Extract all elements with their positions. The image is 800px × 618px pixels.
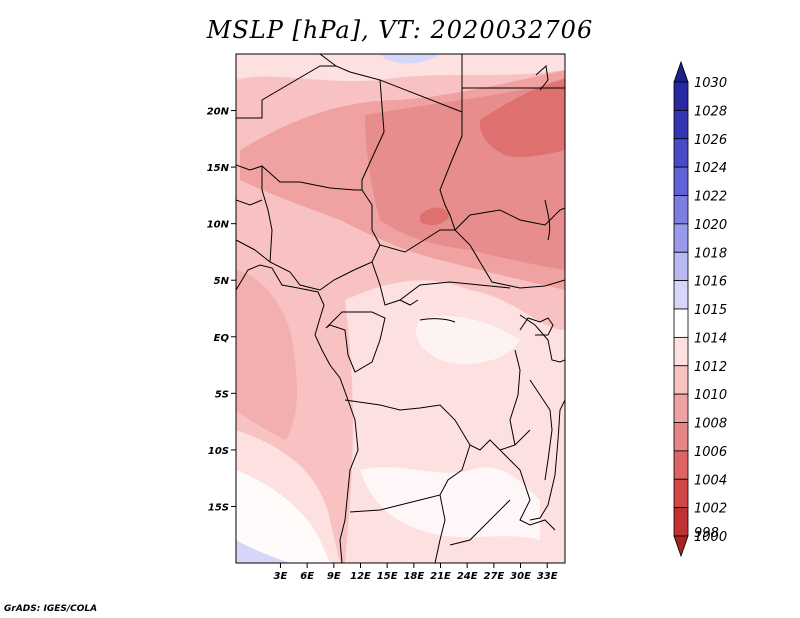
pressure-band-1014-southwest xyxy=(236,470,330,563)
pressure-band-1014-south xyxy=(360,467,540,540)
colorbar-label: 1030 xyxy=(694,76,727,91)
lon-tick-label: 6E xyxy=(300,571,314,582)
map-title: MSLP [hPa], VT: 2020032706 xyxy=(206,16,594,44)
lon-tick-label: 33E xyxy=(537,571,558,582)
lon-tick-label: 12E xyxy=(350,571,371,582)
map-frame xyxy=(235,53,566,564)
grads-credit: GrADS: IGES/COLA xyxy=(4,604,98,614)
colorbar: 1030 1028 1026 1024 1022 1020 1018 1016 1015 1014… xyxy=(673,60,727,558)
latitude-axis: 20N 15N 10N 5N EQ 5S 10S 15S xyxy=(207,107,236,513)
pressure-band-1015-north xyxy=(380,54,440,64)
colorbar-label: 1006 xyxy=(694,445,727,460)
colorbar-label: 1014 xyxy=(694,331,727,346)
longitude-axis: 3E 6E 9E 12E 15E 18E 21E 24E 27E 30E 33E xyxy=(274,563,558,582)
colorbar-swatch xyxy=(673,251,689,282)
colorbar-label: 1028 xyxy=(694,104,727,119)
colorbar-label: 1012 xyxy=(694,360,727,375)
colorbar-label: 1020 xyxy=(694,218,727,233)
lon-tick-label: 3E xyxy=(274,571,288,582)
colorbar-label: 998 xyxy=(694,526,719,541)
colorbar-label: 1010 xyxy=(694,388,727,403)
colorbar-label: 1004 xyxy=(694,473,727,488)
lon-tick-label: 18E xyxy=(403,571,424,582)
lon-tick-label: 27E xyxy=(483,571,504,582)
pressure-band-1004-northeast xyxy=(479,78,565,158)
colorbar-label: 1018 xyxy=(694,246,727,261)
lon-tick-label: 9E xyxy=(327,571,341,582)
colorbar-swatch xyxy=(673,478,689,509)
colorbar-swatch xyxy=(673,109,689,140)
colorbar-swatch xyxy=(673,195,689,225)
colorbar-swatch xyxy=(673,336,689,367)
colorbar-label: 1022 xyxy=(694,190,727,205)
colorbar-swatch xyxy=(673,81,689,111)
country-boundaries xyxy=(236,54,565,563)
colorbar-swatch xyxy=(673,393,689,423)
colorbar-swatch xyxy=(673,280,689,310)
colorbar-swatch xyxy=(673,507,689,537)
colorbar-swatch xyxy=(673,60,689,83)
colorbar-label: 1024 xyxy=(694,161,727,176)
colorbar-swatch xyxy=(673,223,689,253)
lon-tick-label: 21E xyxy=(430,571,451,582)
lat-tick-label: 10N xyxy=(207,220,230,231)
colorbar-swatch xyxy=(673,422,689,452)
lat-tick-label: 20N xyxy=(207,107,230,118)
colorbar-label: 1008 xyxy=(694,417,727,432)
lat-tick-label: 5S xyxy=(215,389,229,400)
pressure-band-1004-spot xyxy=(420,207,450,226)
lat-tick-label: 15N xyxy=(207,163,230,174)
colorbar-swatch xyxy=(673,450,689,480)
colorbar-swatch xyxy=(673,166,689,196)
colorbar-swatch xyxy=(673,138,689,168)
pressure-band-1015-southwest xyxy=(236,540,290,563)
lon-tick-label: 15E xyxy=(377,571,398,582)
colorbar-swatch xyxy=(673,308,689,338)
pressure-band-1012-north xyxy=(236,54,565,82)
lat-tick-label: EQ xyxy=(214,333,230,344)
colorbar-label: 1002 xyxy=(694,502,727,517)
colorbar-label: 1016 xyxy=(694,275,727,290)
colorbar-label: 1000 xyxy=(694,530,727,545)
mslp-map xyxy=(236,54,565,563)
lon-tick-label: 30E xyxy=(510,571,531,582)
colorbar-label: 1026 xyxy=(694,133,727,148)
lat-tick-label: 15S xyxy=(208,502,229,513)
colorbar-swatch xyxy=(673,365,689,395)
lat-tick-label: 5N xyxy=(214,276,230,287)
pressure-band-1014-east xyxy=(416,316,520,364)
colorbar-swatch xyxy=(673,535,689,558)
lat-tick-label: 10S xyxy=(208,446,229,457)
colorbar-label: 1015 xyxy=(694,303,727,318)
pressure-band-1010-atlantic xyxy=(236,270,297,440)
lon-tick-label: 24E xyxy=(457,571,478,582)
